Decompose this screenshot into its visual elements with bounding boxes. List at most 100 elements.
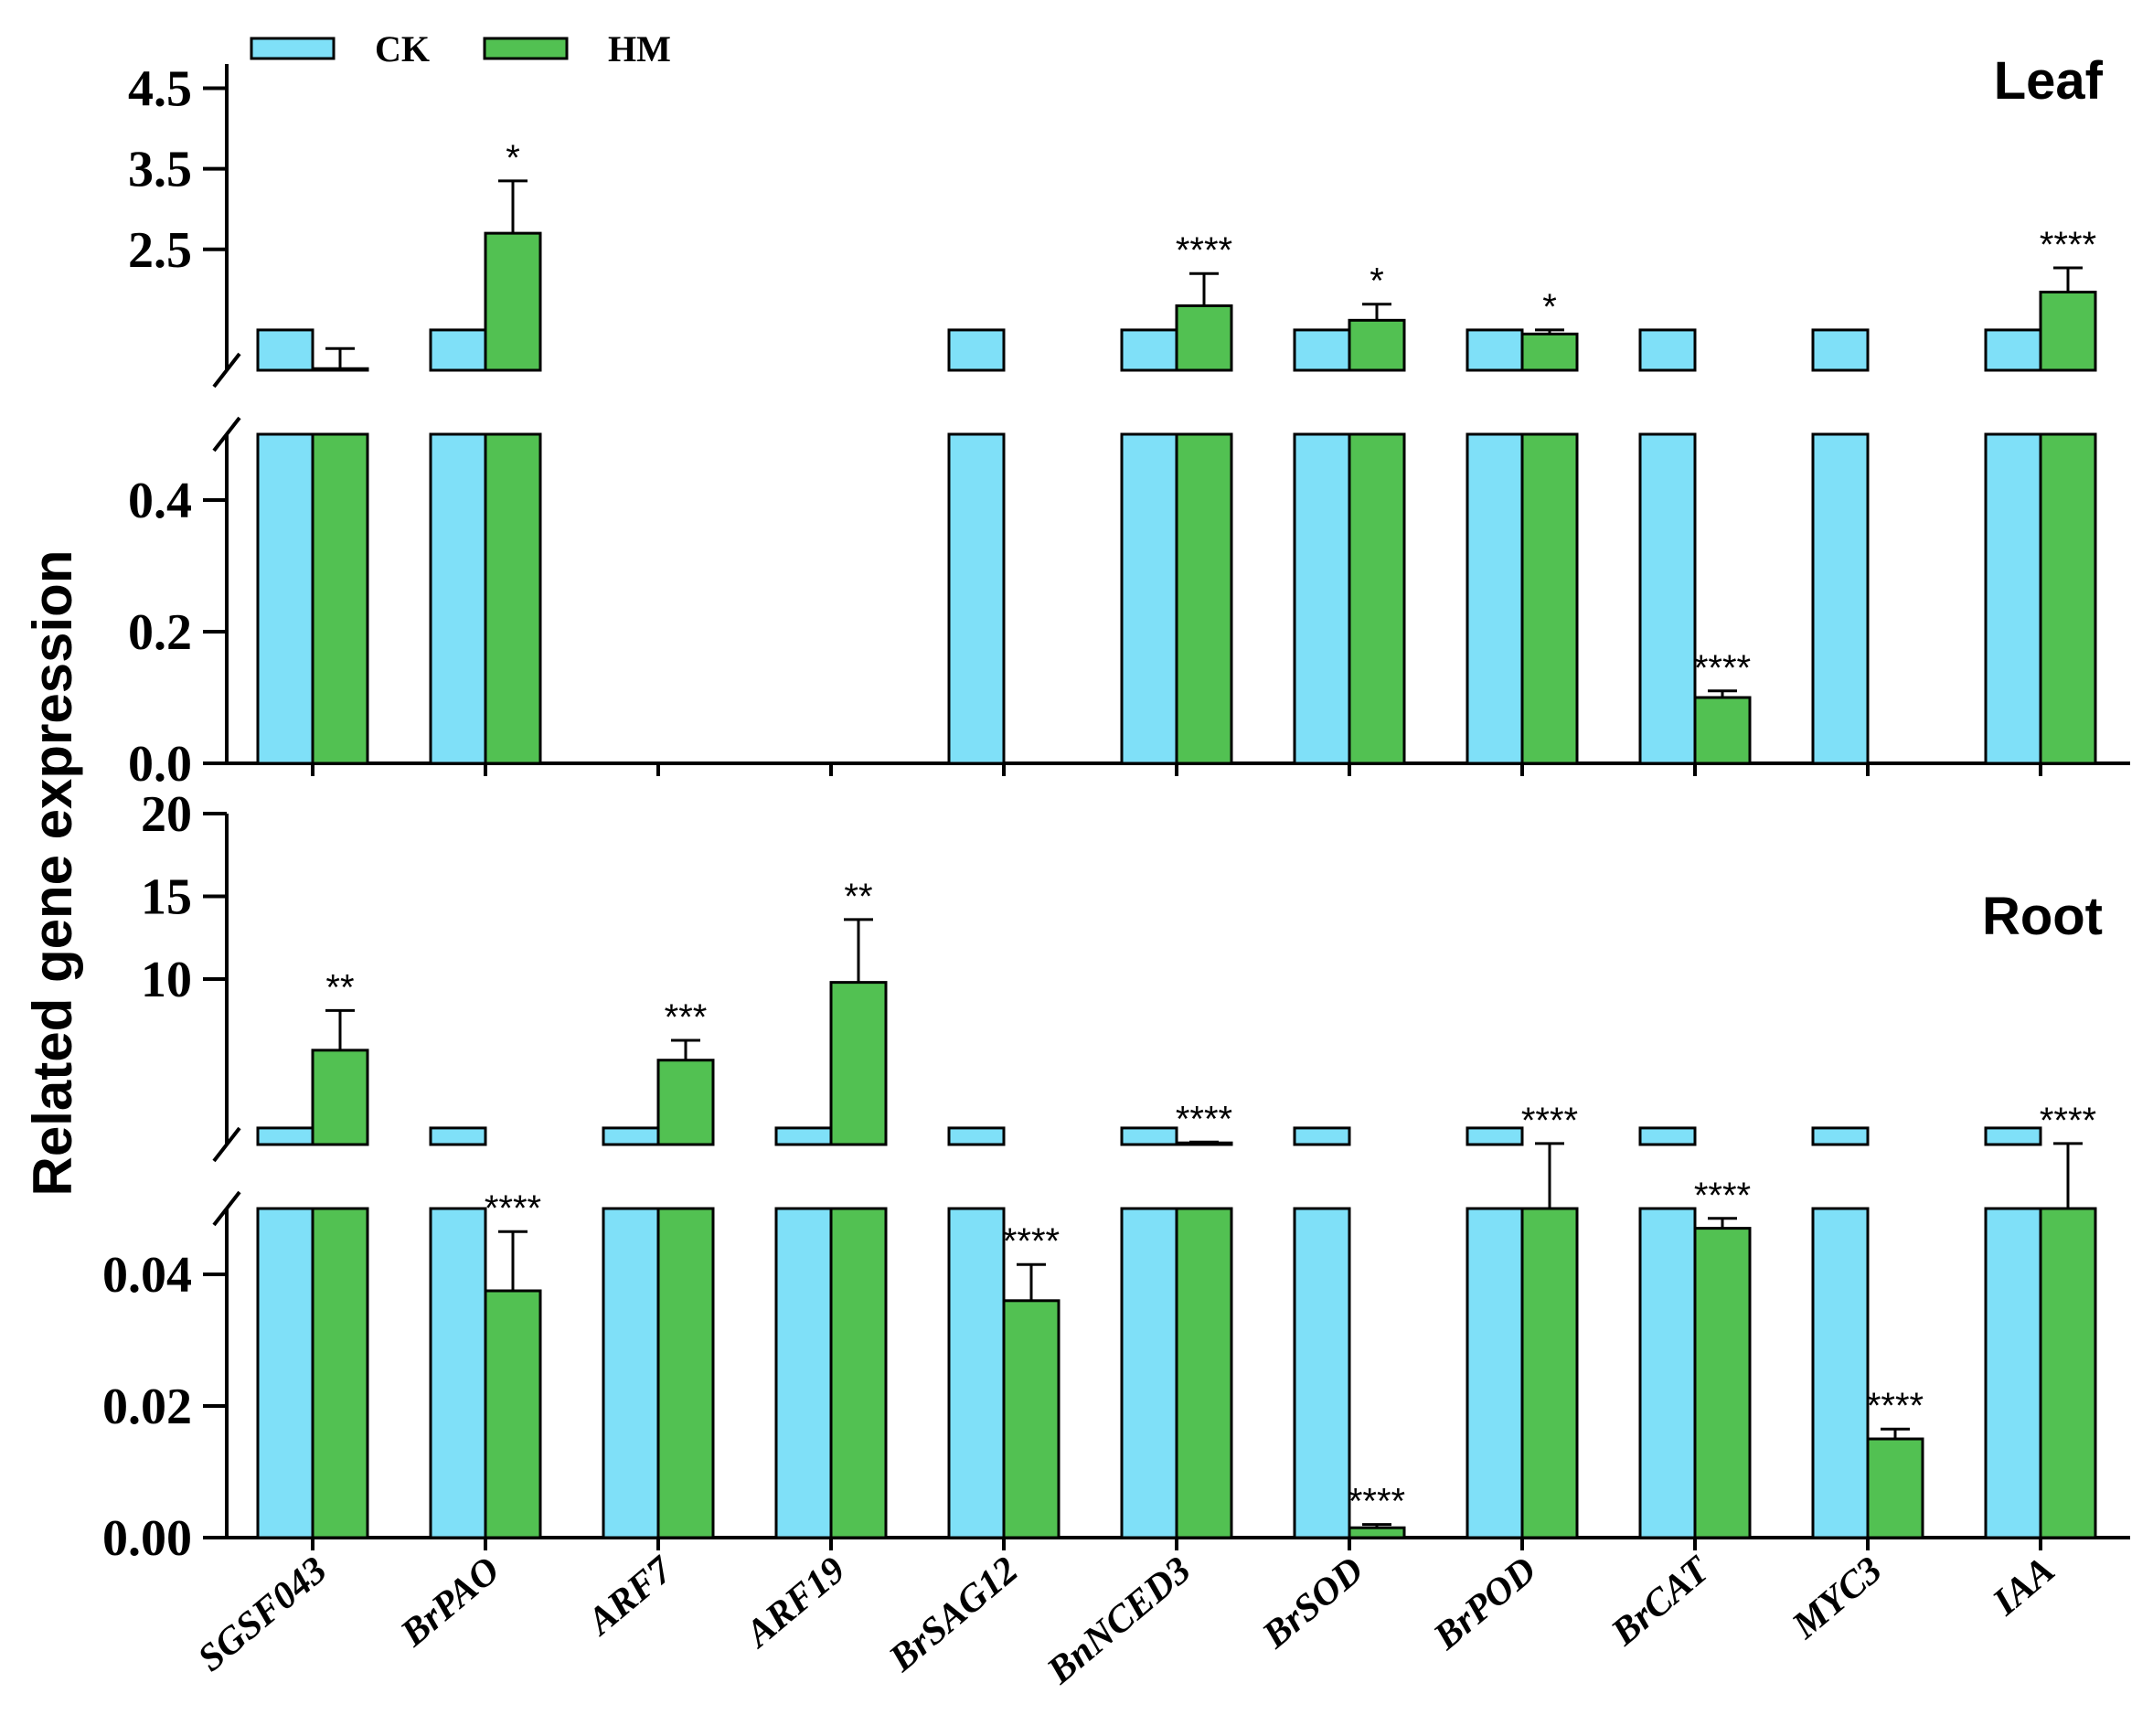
leaf-lower-y-tick-label: 0.4 — [128, 473, 192, 529]
root-significance-label: **** — [1867, 1386, 1924, 1426]
x-category-label: BrCAT — [1603, 1548, 1719, 1655]
root-lower-y-tick-label: 0.04 — [102, 1247, 192, 1304]
leaf-axis-break-mark — [212, 416, 241, 453]
leaf-bar-ck-upper — [1120, 328, 1178, 372]
root-bar-hm — [829, 1207, 888, 1539]
root-upper-y-tick-label: 20 — [141, 786, 192, 843]
root-bar-ck-upper — [774, 1126, 833, 1146]
x-category-label: ARF7 — [578, 1548, 682, 1645]
leaf-bar-hm — [1520, 432, 1579, 765]
root-bar-hm — [1002, 1299, 1061, 1539]
leaf-bar-ck-upper — [1811, 328, 1870, 372]
root-bar-hm — [484, 1289, 542, 1539]
root-bar-hm — [311, 1207, 369, 1539]
leaf-significance-label: * — [1542, 287, 1557, 327]
x-category-label: ARF19 — [736, 1549, 853, 1656]
root-bar-ck-upper — [256, 1126, 314, 1146]
root-upper-y-tick-label: 10 — [141, 952, 192, 1008]
leaf-bar-hm — [1348, 432, 1406, 765]
root-upper-y-tick-label: 15 — [141, 869, 192, 926]
root-bar-ck-upper — [1638, 1126, 1697, 1146]
root-bar-ck — [429, 1207, 487, 1539]
x-category-label: MYC3 — [1784, 1549, 1890, 1647]
leaf-bar-hm — [2039, 432, 2097, 765]
leaf-bar-ck-upper — [1293, 328, 1351, 372]
leaf-upper-y-tick-label: 3.5 — [128, 142, 192, 198]
leaf-bar-ck — [1293, 432, 1351, 765]
x-category-label: BrPOD — [1425, 1549, 1544, 1658]
root-bar-hm — [1348, 1526, 1406, 1539]
leaf-bar-ck — [1811, 432, 1870, 765]
root-bar-ck-upper — [1293, 1126, 1351, 1146]
leaf-bar-ck-upper — [1638, 328, 1697, 372]
leaf-bar-ck — [256, 432, 314, 765]
leaf-bar-hm — [311, 432, 369, 765]
x-category-label: SGSF043 — [190, 1549, 335, 1679]
leaf-bar-hm — [484, 432, 542, 765]
root-bar-hm — [2039, 1207, 2097, 1539]
leaf-bar-hm-upper — [1175, 304, 1233, 372]
root-significance-label: **** — [1694, 1176, 1751, 1216]
root-bar-ck-upper — [947, 1126, 1006, 1146]
root-bar-ck — [1638, 1207, 1697, 1539]
x-category-label: IAA — [1985, 1549, 2063, 1624]
leaf-significance-label: * — [1370, 261, 1384, 302]
root-bar-ck — [1293, 1207, 1351, 1539]
leaf-bar-ck — [1638, 432, 1697, 765]
leaf-lower-y-tick-label: 0.2 — [128, 604, 192, 661]
root-bar-ck — [256, 1207, 314, 1539]
leaf-bar-ck — [947, 432, 1006, 765]
leaf-axis-break-mark — [212, 352, 241, 389]
root-bar-ck — [947, 1207, 1006, 1539]
leaf-bar-hm-upper — [311, 367, 369, 372]
root-axis-break-mark — [212, 1126, 241, 1163]
leaf-significance-label: * — [506, 138, 520, 178]
root-significance-label: **** — [1003, 1221, 1060, 1262]
leaf-bar-ck-upper — [1466, 328, 1524, 372]
leaf-significance-label: **** — [1176, 230, 1232, 271]
leaf-bar-hm — [1175, 432, 1233, 765]
legend-swatch-ck — [250, 37, 336, 60]
leaf-bar-hm-upper — [1348, 318, 1406, 372]
y-axis-label: Related gene expression — [22, 550, 83, 1197]
leaf-bar-hm-upper — [1520, 332, 1579, 372]
leaf-lower-y-tick-label: 0.0 — [128, 736, 192, 793]
root-bar-ck-upper — [1811, 1126, 1870, 1146]
root-significance-label: **** — [1176, 1099, 1232, 1139]
root-bar-hm — [1520, 1207, 1579, 1539]
root-significance-label: **** — [1521, 1101, 1578, 1141]
leaf-bar-ck-upper — [429, 328, 487, 372]
legend-label-ck: CK — [375, 28, 430, 69]
leaf-bar-ck — [429, 432, 487, 765]
leaf-significance-label: **** — [2040, 225, 2096, 265]
root-axis-break-mark — [212, 1190, 241, 1227]
x-category-label: BnNCED3 — [1039, 1549, 1199, 1692]
root-lower-y-tick-label: 0.00 — [102, 1510, 192, 1567]
root-bar-hm-upper — [656, 1059, 715, 1146]
root-bar-ck — [1811, 1207, 1870, 1539]
root-bar-hm-upper — [829, 981, 888, 1146]
root-bar-hm-upper — [311, 1049, 369, 1146]
leaf-upper-y-tick-label: 4.5 — [128, 60, 192, 117]
x-category-label: BrSOD — [1254, 1549, 1372, 1656]
leaf-upper-y-tick-label: 2.5 — [128, 222, 192, 279]
leaf-bar-ck-upper — [947, 328, 1006, 372]
panel-label-leaf: Leaf — [1994, 51, 2104, 111]
legend-label-hm: HM — [608, 28, 671, 69]
root-bar-ck — [774, 1207, 833, 1539]
leaf-bar-hm-upper — [2039, 290, 2097, 372]
root-significance-label: ** — [325, 967, 354, 1007]
leaf-bar-ck — [1466, 432, 1524, 765]
legend: CK HM — [250, 28, 671, 69]
x-category-label: BrPAO — [392, 1549, 507, 1655]
root-bar-ck — [602, 1207, 660, 1539]
root-significance-label: ** — [844, 877, 872, 917]
root-bar-hm — [656, 1207, 715, 1539]
panel-label-root: Root — [1982, 887, 2103, 946]
leaf-bar-ck-upper — [1984, 328, 2042, 372]
root-bar-ck-upper — [1466, 1126, 1524, 1146]
leaf-significance-label: **** — [1694, 648, 1751, 688]
root-significance-label: **** — [2040, 1101, 2096, 1141]
root-lower-y-tick-label: 0.02 — [102, 1379, 192, 1435]
